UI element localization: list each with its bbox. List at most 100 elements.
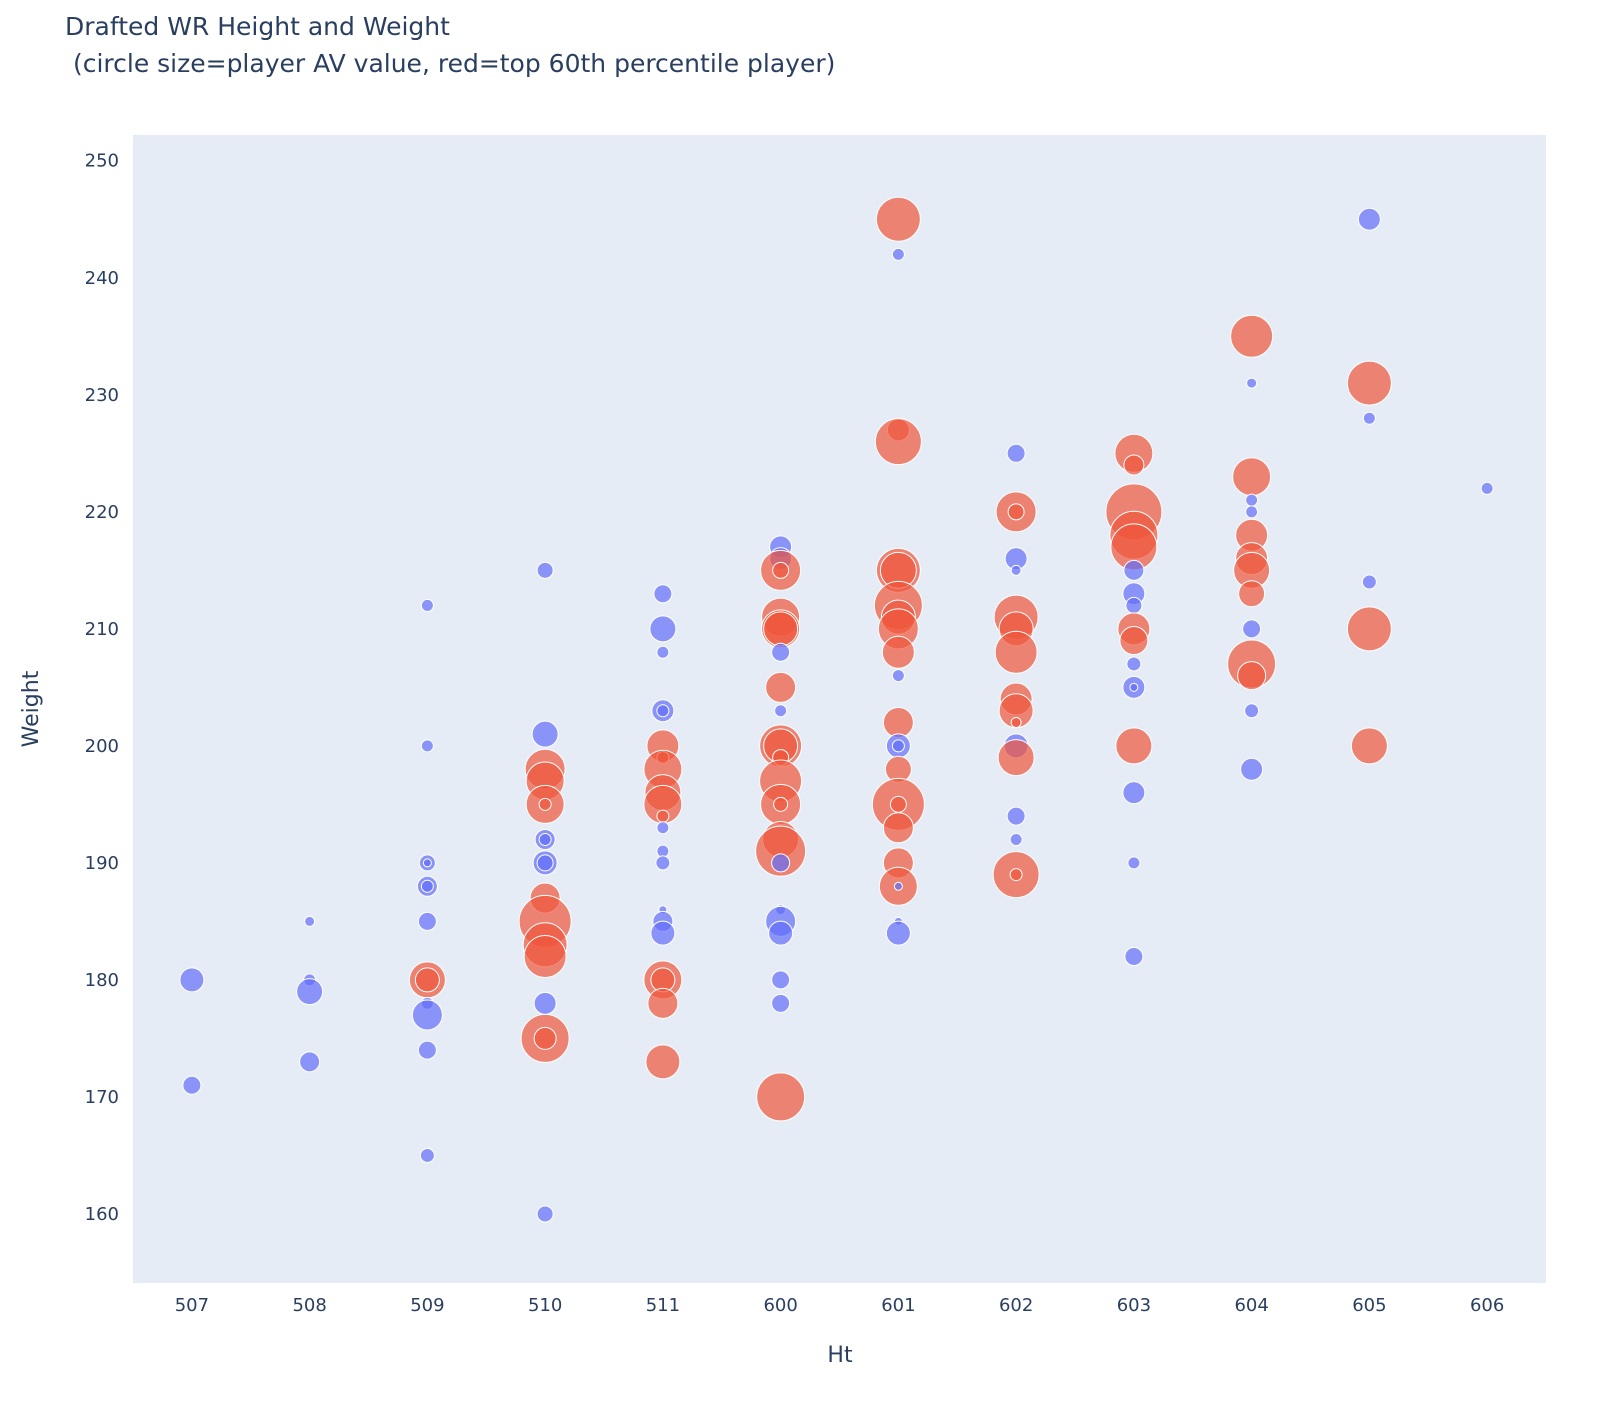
data-point-other[interactable] bbox=[893, 881, 903, 891]
data-point-other[interactable] bbox=[531, 720, 559, 748]
data-point-other[interactable] bbox=[420, 598, 434, 612]
data-point-other[interactable] bbox=[771, 970, 791, 990]
data-point-top[interactable] bbox=[538, 797, 552, 811]
data-point-other[interactable] bbox=[304, 915, 316, 927]
data-point-other[interactable] bbox=[536, 1205, 554, 1223]
data-point-other[interactable] bbox=[885, 920, 911, 946]
data-point-other[interactable] bbox=[649, 615, 677, 643]
data-point-top[interactable] bbox=[645, 1044, 681, 1080]
plot-background bbox=[133, 135, 1546, 1283]
data-point-other[interactable] bbox=[1127, 856, 1141, 870]
data-point-top[interactable] bbox=[1230, 314, 1274, 358]
data-point-other[interactable] bbox=[771, 853, 791, 873]
chart-title-main: Drafted WR Height and Weight bbox=[65, 12, 450, 41]
data-point-other[interactable] bbox=[653, 584, 673, 604]
data-point-other[interactable] bbox=[891, 669, 905, 683]
data-point-other[interactable] bbox=[774, 704, 788, 718]
data-point-top[interactable] bbox=[773, 796, 789, 812]
y-tick-label: 220 bbox=[85, 502, 119, 523]
data-point-other[interactable] bbox=[1122, 781, 1146, 805]
data-point-other[interactable] bbox=[1245, 505, 1259, 519]
y-tick-label: 170 bbox=[85, 1087, 119, 1108]
data-point-other[interactable] bbox=[655, 855, 671, 871]
data-point-other[interactable] bbox=[1246, 377, 1258, 389]
data-point-top[interactable] bbox=[1346, 360, 1392, 406]
data-point-top[interactable] bbox=[765, 671, 797, 703]
data-point-other[interactable] bbox=[771, 642, 791, 662]
data-point-other[interactable] bbox=[417, 1040, 437, 1060]
data-point-other[interactable] bbox=[891, 247, 905, 261]
data-point-other[interactable] bbox=[419, 1147, 435, 1163]
data-point-other[interactable] bbox=[656, 704, 670, 718]
data-point-other[interactable] bbox=[656, 821, 670, 835]
data-point-other[interactable] bbox=[1009, 832, 1023, 846]
data-point-other[interactable] bbox=[1006, 443, 1026, 463]
data-point-other[interactable] bbox=[656, 645, 670, 659]
data-point-other[interactable] bbox=[536, 854, 554, 872]
data-point-other[interactable] bbox=[1006, 806, 1026, 826]
data-point-top[interactable] bbox=[882, 812, 914, 844]
data-point-top[interactable] bbox=[1007, 503, 1025, 521]
data-point-top[interactable] bbox=[755, 825, 807, 877]
data-point-top[interactable] bbox=[1115, 727, 1153, 765]
data-point-top[interactable] bbox=[1232, 457, 1272, 497]
data-point-top[interactable] bbox=[647, 987, 679, 1019]
data-point-top[interactable] bbox=[889, 795, 907, 813]
data-point-other[interactable] bbox=[533, 991, 557, 1015]
data-point-top[interactable] bbox=[523, 935, 567, 979]
data-point-other[interactable] bbox=[411, 999, 443, 1031]
data-point-other[interactable] bbox=[650, 920, 676, 946]
data-point-other[interactable] bbox=[768, 920, 794, 946]
data-point-other[interactable] bbox=[656, 844, 670, 858]
data-point-other[interactable] bbox=[771, 993, 791, 1013]
data-point-top[interactable] bbox=[1238, 580, 1266, 608]
data-point-other[interactable] bbox=[1010, 564, 1022, 576]
data-point-top[interactable] bbox=[414, 967, 440, 993]
data-point-other[interactable] bbox=[182, 1075, 202, 1095]
data-point-other[interactable] bbox=[299, 1051, 321, 1073]
data-point-other[interactable] bbox=[1240, 757, 1264, 781]
data-point-top[interactable] bbox=[1010, 716, 1022, 728]
data-point-other[interactable] bbox=[422, 858, 432, 868]
data-point-other[interactable] bbox=[1362, 411, 1376, 425]
data-point-top[interactable] bbox=[1350, 727, 1388, 765]
data-point-other[interactable] bbox=[179, 967, 205, 993]
data-point-other[interactable] bbox=[420, 739, 434, 753]
data-point-other[interactable] bbox=[1129, 682, 1139, 692]
data-point-top[interactable] bbox=[772, 561, 790, 579]
data-point-other[interactable] bbox=[417, 911, 437, 931]
data-point-top[interactable] bbox=[994, 630, 1038, 674]
y-tick-label: 240 bbox=[85, 268, 119, 289]
data-point-other[interactable] bbox=[420, 879, 434, 893]
data-point-other[interactable] bbox=[536, 561, 554, 579]
data-point-other[interactable] bbox=[1125, 596, 1143, 614]
data-point-top[interactable] bbox=[875, 196, 921, 242]
x-axis-title: Ht bbox=[827, 1343, 853, 1368]
data-point-other[interactable] bbox=[1123, 559, 1145, 581]
data-point-other[interactable] bbox=[1244, 703, 1260, 719]
data-point-other[interactable] bbox=[1126, 656, 1142, 672]
data-point-other[interactable] bbox=[1124, 947, 1144, 967]
data-point-other[interactable] bbox=[1242, 619, 1262, 639]
data-point-other[interactable] bbox=[1357, 207, 1381, 231]
data-point-other[interactable] bbox=[538, 832, 552, 846]
data-point-top[interactable] bbox=[1123, 454, 1145, 476]
data-point-top[interactable] bbox=[656, 809, 670, 823]
data-point-top[interactable] bbox=[1237, 661, 1267, 691]
y-tick-label: 160 bbox=[85, 1204, 119, 1225]
data-point-top[interactable] bbox=[881, 635, 915, 669]
data-point-top[interactable] bbox=[882, 706, 914, 738]
data-point-other[interactable] bbox=[891, 739, 905, 753]
data-point-other[interactable] bbox=[1361, 574, 1377, 590]
data-point-top[interactable] bbox=[763, 611, 799, 647]
data-point-other[interactable] bbox=[1480, 481, 1494, 495]
data-point-top[interactable] bbox=[874, 418, 922, 466]
data-point-top[interactable] bbox=[997, 739, 1035, 777]
data-point-top[interactable] bbox=[756, 1072, 806, 1122]
data-point-other[interactable] bbox=[296, 978, 324, 1006]
data-point-other[interactable] bbox=[1245, 493, 1259, 507]
data-point-top[interactable] bbox=[1009, 868, 1023, 882]
data-point-top[interactable] bbox=[1119, 626, 1149, 656]
data-point-top[interactable] bbox=[533, 1026, 557, 1050]
data-point-top[interactable] bbox=[1346, 606, 1392, 652]
